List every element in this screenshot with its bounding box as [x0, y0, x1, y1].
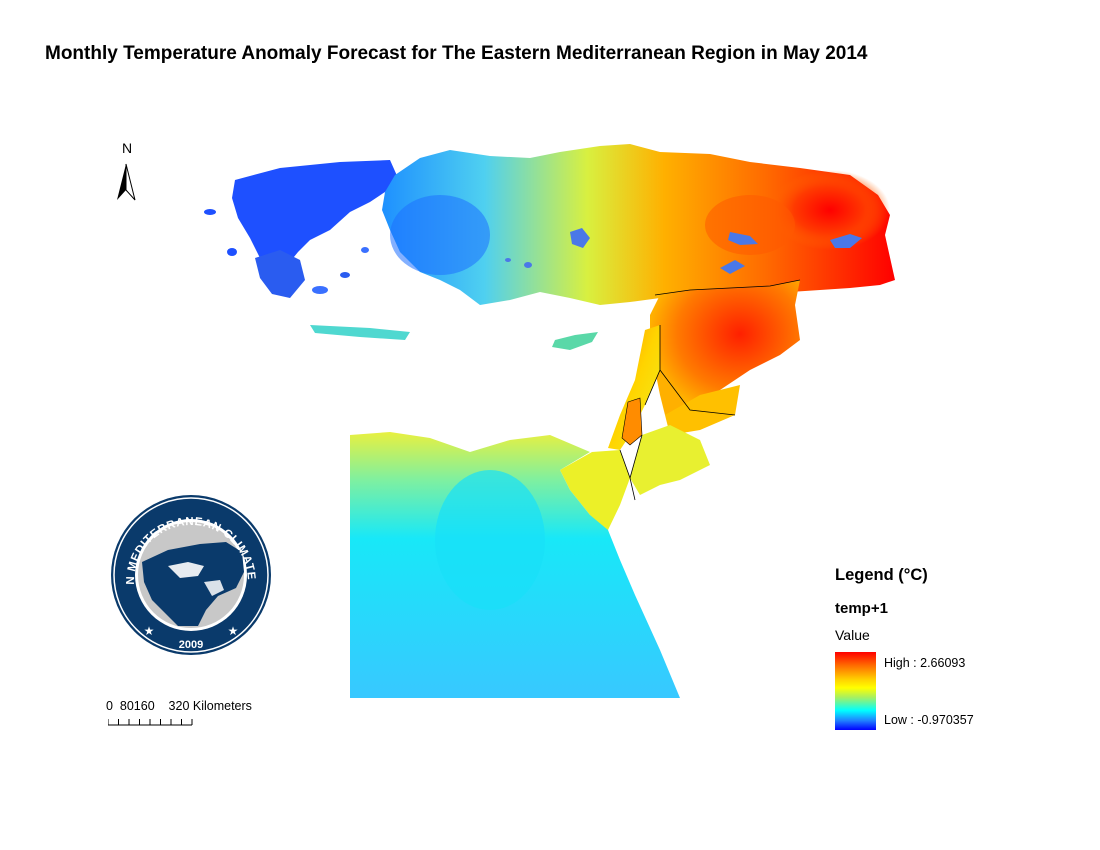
palestine-region	[621, 397, 643, 446]
logo-star-right-icon: ★	[228, 624, 239, 638]
jordan-region	[630, 425, 710, 495]
scale-bar-ticks	[108, 719, 193, 726]
emcc-logo: EASTERN MEDITERRANEAN CLIMATE CENTRE 200…	[108, 492, 271, 655]
logo-year: 2009	[179, 639, 203, 651]
legend-high-label: High : 2.66093	[884, 656, 966, 670]
map-title: Monthly Temperature Anomaly Forecast for…	[45, 43, 868, 64]
logo-star-left-icon: ★	[144, 624, 155, 638]
sinai-region	[560, 450, 630, 535]
temperature-anomaly-map	[204, 144, 895, 698]
north-arrow: N	[112, 140, 146, 206]
legend-color-ramp	[835, 652, 876, 730]
scale-bar-labels: 0 80160 320 Kilometers	[106, 699, 252, 713]
cyprus-region	[552, 332, 598, 350]
levant-region	[608, 325, 660, 450]
scale-bar: 0 80160 320 Kilometers	[106, 699, 306, 731]
greece-region	[204, 160, 410, 340]
legend-title: Legend (°C)	[835, 566, 928, 584]
legend: Legend (°C) temp+1 Value High : 2.66093 …	[835, 566, 1055, 746]
syria-region	[650, 280, 800, 415]
legend-low-label: Low : -0.970357	[884, 713, 974, 727]
legend-layer-name: temp+1	[835, 600, 888, 617]
north-letter: N	[122, 140, 133, 156]
turkey-region	[382, 144, 895, 305]
iraq-edge-region	[665, 385, 740, 435]
legend-field-name: Value	[835, 627, 870, 643]
north-arrow-icon	[117, 163, 136, 201]
country-borders	[619, 279, 801, 501]
